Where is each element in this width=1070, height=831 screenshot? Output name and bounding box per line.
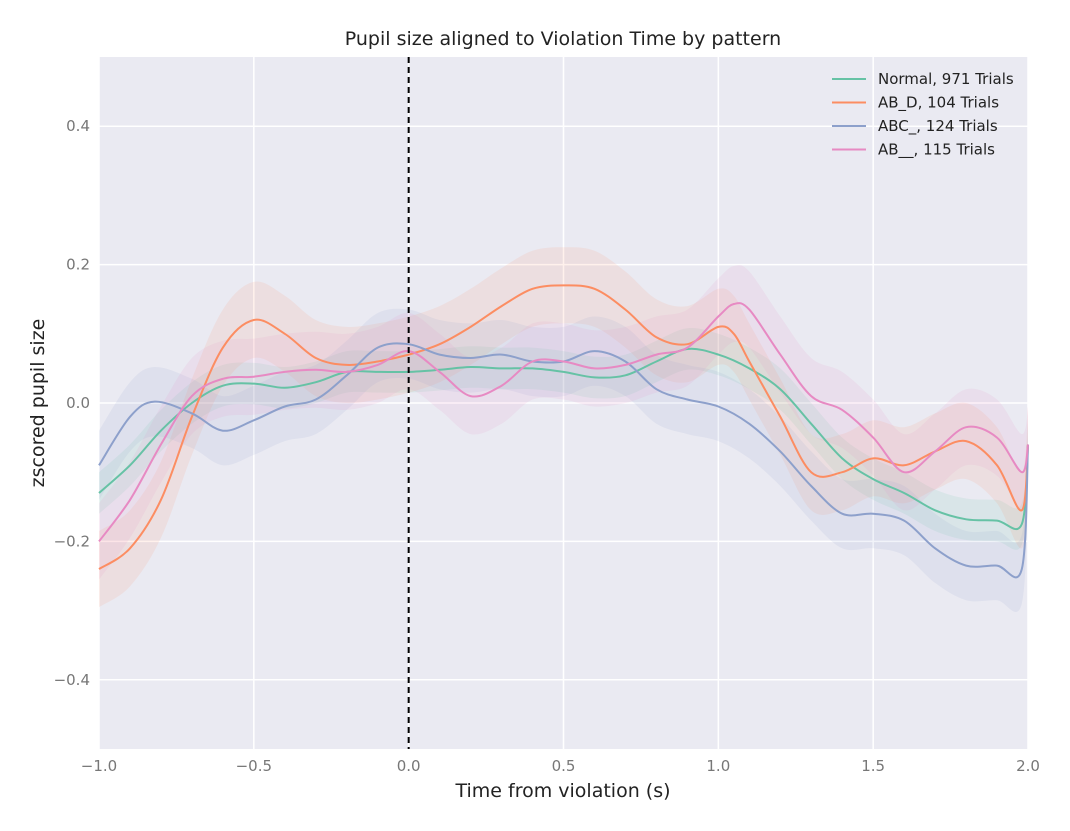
confidence-band-3 bbox=[99, 264, 1028, 580]
series-line-2 bbox=[98, 342, 1029, 579]
x-axis-label: Time from violation (s) bbox=[454, 780, 670, 802]
x-tick-label: 2.0 bbox=[1016, 757, 1040, 775]
y-tick-label: 0.0 bbox=[66, 394, 90, 412]
series-line-1 bbox=[98, 284, 1029, 570]
x-tick-label: 0.5 bbox=[552, 757, 576, 775]
series-line-3 bbox=[98, 302, 1029, 543]
y-tick-label: −0.2 bbox=[54, 532, 90, 550]
x-tick-label: −0.5 bbox=[236, 757, 272, 775]
legend-label-2: ABC_, 124 Trials bbox=[878, 117, 998, 136]
x-tick-label: 0.0 bbox=[397, 757, 421, 775]
x-tick-label: 1.0 bbox=[706, 757, 730, 775]
series-line-0 bbox=[98, 347, 1029, 531]
x-tick-label: −1.0 bbox=[81, 757, 117, 775]
confidence-band-0 bbox=[99, 328, 1028, 550]
y-tick-label: −0.4 bbox=[54, 671, 90, 689]
y-tick-label: 0.4 bbox=[66, 117, 90, 135]
legend-label-0: Normal, 971 Trials bbox=[878, 70, 1014, 88]
y-tick-labels: −0.4 −0.2 0.0 0.2 0.4 bbox=[54, 117, 90, 689]
y-tick-label: 0.2 bbox=[66, 256, 90, 274]
confidence-band-1 bbox=[99, 247, 1028, 608]
series-lines bbox=[98, 284, 1029, 579]
confidence-bands bbox=[99, 247, 1028, 612]
chart-title: Pupil size aligned to Violation Time by … bbox=[345, 28, 781, 50]
x-tick-label: 1.5 bbox=[861, 757, 885, 775]
legend-label-1: AB_D, 104 Trials bbox=[878, 94, 999, 113]
x-tick-labels: −1.0 −0.5 0.0 0.5 1.0 1.5 2.0 bbox=[81, 757, 1040, 775]
legend-label-3: AB__, 115 Trials bbox=[878, 141, 995, 160]
y-axis-label: zscored pupil size bbox=[27, 319, 49, 488]
legend: Normal, 971 Trials AB_D, 104 Trials ABC_, … bbox=[832, 70, 1014, 160]
confidence-band-2 bbox=[99, 308, 1028, 612]
